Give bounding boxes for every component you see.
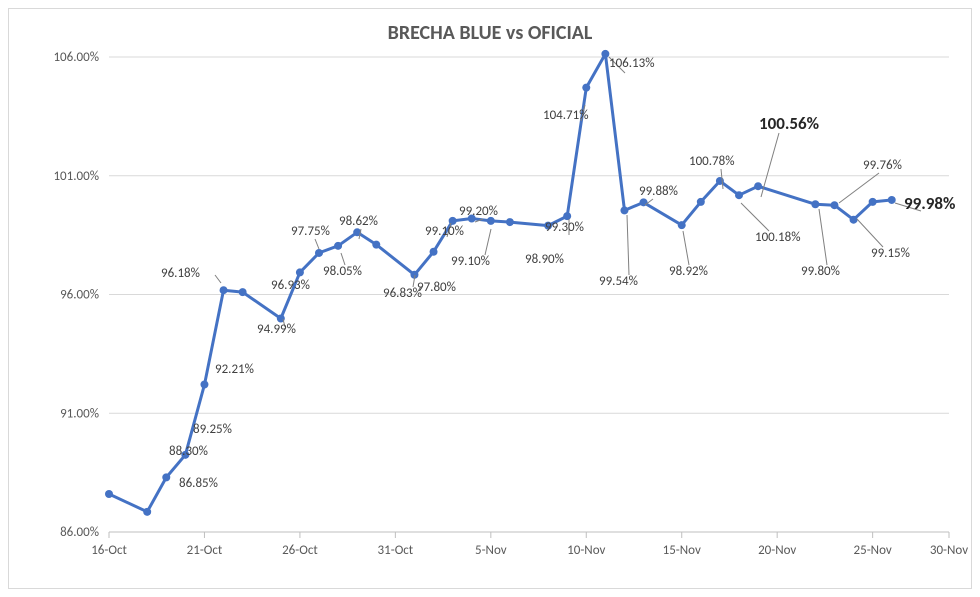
svg-text:99.80%: 99.80% bbox=[801, 264, 840, 279]
svg-text:97.80%: 97.80% bbox=[417, 280, 456, 295]
svg-text:101.00%: 101.00% bbox=[53, 169, 99, 184]
svg-text:100.78%: 100.78% bbox=[689, 154, 735, 169]
svg-text:99.98%: 99.98% bbox=[904, 193, 955, 214]
svg-text:30-Nov: 30-Nov bbox=[930, 543, 968, 558]
svg-text:86.85%: 86.85% bbox=[179, 476, 218, 491]
svg-text:96.18%: 96.18% bbox=[161, 266, 200, 281]
svg-text:99.30%: 99.30% bbox=[545, 220, 584, 235]
svg-text:21-Oct: 21-Oct bbox=[187, 543, 223, 558]
svg-text:89.25%: 89.25% bbox=[193, 422, 232, 437]
svg-text:100.18%: 100.18% bbox=[755, 230, 801, 245]
svg-text:96.93%: 96.93% bbox=[271, 278, 310, 293]
svg-text:98.05%: 98.05% bbox=[323, 264, 362, 279]
svg-text:31-Oct: 31-Oct bbox=[378, 543, 414, 558]
svg-text:99.20%: 99.20% bbox=[459, 204, 498, 219]
svg-text:99.10%: 99.10% bbox=[451, 254, 490, 269]
svg-text:99.10%: 99.10% bbox=[425, 224, 464, 239]
svg-text:25-Nov: 25-Nov bbox=[854, 543, 892, 558]
svg-text:16-Oct: 16-Oct bbox=[91, 543, 127, 558]
svg-text:86.00%: 86.00% bbox=[60, 525, 99, 540]
chart-title: BRECHA BLUE vs OFICIAL bbox=[388, 21, 593, 45]
svg-text:99.88%: 99.88% bbox=[639, 184, 678, 199]
svg-text:20-Nov: 20-Nov bbox=[758, 543, 796, 558]
svg-text:91.00%: 91.00% bbox=[60, 406, 99, 421]
svg-text:98.62%: 98.62% bbox=[339, 214, 378, 229]
svg-text:5-Nov: 5-Nov bbox=[475, 543, 507, 558]
svg-text:96.00%: 96.00% bbox=[60, 288, 99, 303]
brecha-chart: BRECHA BLUE vs OFICIAL 86.00% 91.00% 96.00… bbox=[9, 9, 971, 588]
svg-text:10-Nov: 10-Nov bbox=[567, 543, 605, 558]
gridlines bbox=[109, 57, 949, 532]
y-axis-labels: 86.00% 91.00% 96.00% 101.00% 106.00% bbox=[53, 50, 99, 540]
svg-text:26-Oct: 26-Oct bbox=[282, 543, 318, 558]
svg-text:106.00%: 106.00% bbox=[53, 50, 99, 65]
svg-text:15-Nov: 15-Nov bbox=[663, 543, 701, 558]
data-labels: 86.85% 88.30% 89.25% 92.21% 96.18% 94.99% 96.9… bbox=[161, 56, 955, 491]
x-axis-labels: 16-Oct 21-Oct 26-Oct 31-Oct 5-Nov 10-Nov 15-No… bbox=[91, 532, 968, 558]
svg-text:88.30%: 88.30% bbox=[169, 444, 208, 459]
svg-text:106.13%: 106.13% bbox=[609, 56, 655, 71]
svg-text:99.76%: 99.76% bbox=[863, 158, 902, 173]
svg-text:94.99%: 94.99% bbox=[257, 322, 296, 337]
svg-text:97.75%: 97.75% bbox=[291, 224, 330, 239]
svg-text:99.15%: 99.15% bbox=[871, 246, 910, 261]
svg-text:92.21%: 92.21% bbox=[215, 362, 254, 377]
svg-text:100.56%: 100.56% bbox=[759, 113, 819, 134]
svg-text:99.54%: 99.54% bbox=[599, 274, 638, 289]
svg-text:98.90%: 98.90% bbox=[525, 252, 564, 267]
svg-text:98.92%: 98.92% bbox=[669, 264, 708, 279]
svg-text:104.71%: 104.71% bbox=[543, 108, 589, 123]
